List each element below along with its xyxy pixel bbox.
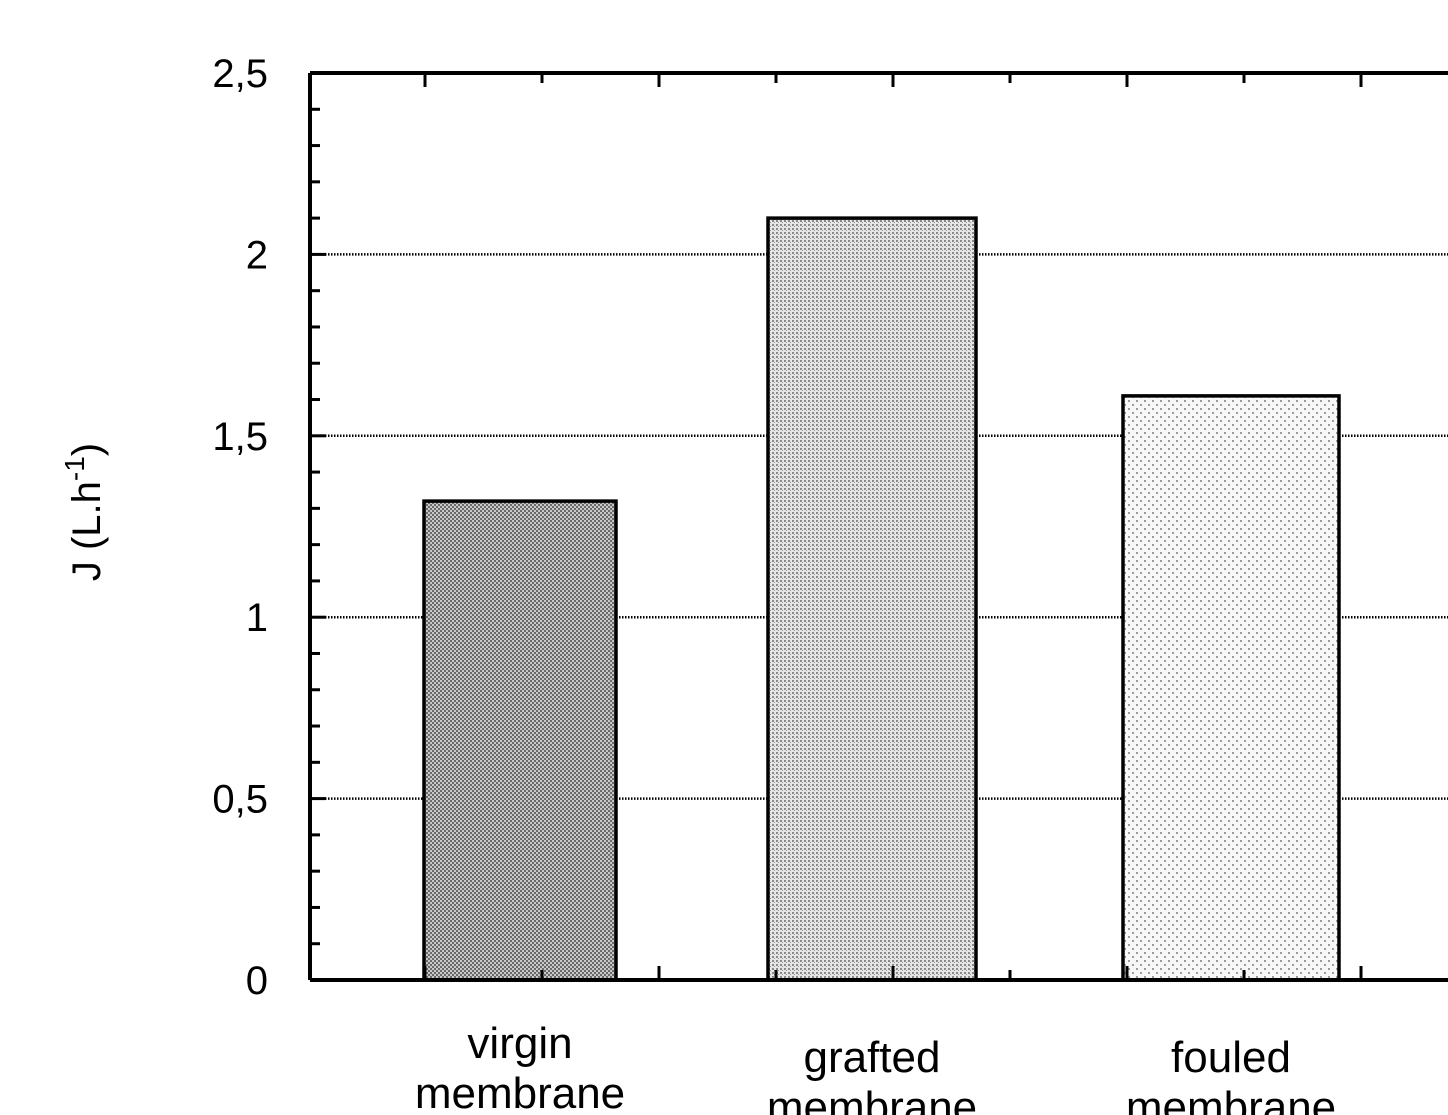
x-category-label: grafted [804, 1033, 941, 1082]
y-tick-labels: 0 0,5 1 1,5 2 2,5 [212, 52, 268, 1003]
axes [308, 71, 1448, 982]
y-axis-title-superscript: -1 [59, 456, 90, 481]
x-category-label: virgin [467, 1019, 572, 1068]
bar [766, 216, 978, 982]
x-category-label: membrane [415, 1069, 625, 1115]
y-axis-title-text: J (L.h [65, 481, 109, 581]
y-tick-label: 0 [246, 959, 268, 1003]
bar [1121, 394, 1341, 982]
bars [422, 216, 1341, 982]
y-tick-label: 2,5 [212, 52, 268, 96]
y-axis-title: J (L.h-1) [59, 443, 109, 581]
y-tick-label: 1,5 [212, 415, 268, 459]
tick-marks [310, 71, 1363, 982]
x-category-labels: virginmembranegraftedmembranefouledmembr… [415, 1019, 1336, 1115]
y-tick-label: 0,5 [212, 778, 268, 822]
bar [422, 499, 618, 982]
y-tick-label: 2 [246, 233, 268, 277]
y-axis-title-suffix: ) [65, 443, 109, 456]
y-tick-label: 1 [246, 596, 268, 640]
x-category-label: membrane [767, 1083, 977, 1115]
x-category-label: fouled [1171, 1033, 1291, 1082]
x-category-label: membrane [1126, 1083, 1336, 1115]
